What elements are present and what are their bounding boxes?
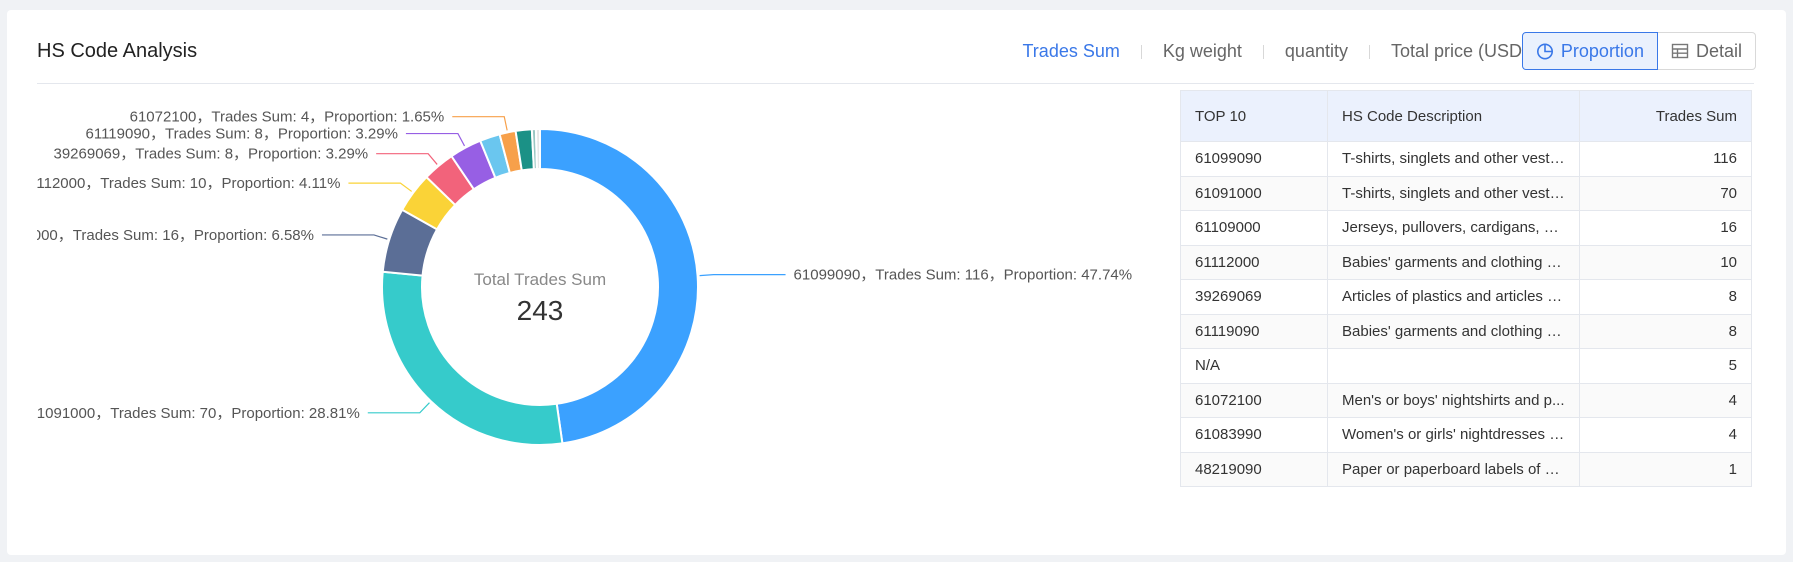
donut-chart: 61099090，Trades Sum: 116，Proportion: 47.…: [37, 109, 1133, 446]
table-row[interactable]: 61083990 Women's or girls' nightdresses …: [1181, 417, 1751, 453]
proportion-button[interactable]: Proportion: [1521, 32, 1658, 70]
slice-label: 39269069，Trades Sum: 8，Proportion: 3.29%: [54, 146, 369, 163]
detail-button[interactable]: Detail: [1657, 32, 1756, 70]
row-description: Babies' garments and clothing a...: [1327, 245, 1580, 280]
card-title: HS Code Analysis: [37, 40, 198, 62]
row-sum: 16: [1579, 210, 1751, 246]
header-trades-sum: Trades Sum: [1579, 91, 1751, 142]
slice-label: 61091000，Trades Sum: 70，Proportion: 28.8…: [37, 405, 360, 422]
slice-label: 61112000，Trades Sum: 10，Proportion: 4.11…: [37, 175, 340, 192]
slice-label: 61099090，Trades Sum: 116，Proportion: 47.…: [794, 267, 1133, 284]
table-row[interactable]: N/A 5: [1181, 348, 1751, 384]
label-leader-line: [405, 132, 466, 147]
table-row[interactable]: 61119090 Babies' garments and clothing a…: [1181, 314, 1751, 349]
row-sum: 5: [1579, 348, 1751, 384]
row-sum: 1: [1579, 452, 1751, 487]
table-icon: [1671, 43, 1689, 59]
tab-trades-sum[interactable]: Trades Sum: [1022, 41, 1120, 61]
center-value: 243: [517, 295, 564, 326]
metric-tabs: Trades Sum Kg weight quantity Total pric…: [1022, 41, 1528, 62]
slice-label: 61072100，Trades Sum: 4，Proportion: 1.65%: [130, 109, 445, 126]
table-row[interactable]: 39269069 Articles of plastics and articl…: [1181, 279, 1751, 315]
detail-label: Detail: [1695, 40, 1742, 61]
tab-kg-weight[interactable]: Kg weight: [1162, 41, 1242, 61]
donut-slice-other[interactable]: [534, 127, 541, 171]
row-description: [1327, 348, 1580, 384]
tab-divider: [1262, 44, 1264, 59]
view-toggle: Proportion Detail: [1521, 32, 1756, 70]
top10-table: TOP 10 HS Code Description Trades Sum 61…: [1180, 90, 1752, 487]
row-sum: 8: [1579, 314, 1751, 349]
row-code: 61091000: [1181, 176, 1328, 211]
hs-code-card: HS Code Analysis Trades Sum Kg weight qu…: [7, 10, 1786, 555]
header-description: HS Code Description: [1327, 91, 1580, 142]
label-leader-line: [348, 182, 413, 192]
row-code: 48219090: [1181, 452, 1328, 487]
slice-label: 61119090，Trades Sum: 8，Proportion: 3.29%: [86, 126, 398, 143]
row-sum: 4: [1579, 383, 1751, 418]
row-description: Men's or boys' nightshirts and p...: [1327, 383, 1580, 418]
slice-label: 61109000，Trades Sum: 16，Proportion: 6.58…: [37, 227, 314, 244]
label-leader-line: [321, 234, 388, 240]
table-row[interactable]: 61109000 Jerseys, pullovers, cardigans, …: [1181, 210, 1751, 246]
row-code: 39269069: [1181, 279, 1328, 315]
table-row[interactable]: 61099090 T-shirts, singlets and other ve…: [1181, 141, 1751, 177]
row-code: N/A: [1181, 348, 1328, 384]
table-row[interactable]: 61091000 T-shirts, singlets and other ve…: [1181, 176, 1751, 211]
label-leader-line: [699, 274, 786, 277]
row-description: Jerseys, pullovers, cardigans, wa...: [1327, 210, 1580, 246]
label-leader-line: [376, 153, 438, 165]
donut-chart-area: 61099090，Trades Sum: 116，Proportion: 47.…: [37, 90, 1187, 552]
row-description: Babies' garments and clothing a...: [1327, 314, 1580, 349]
table-row[interactable]: 48219090 Paper or paperboard labels of a…: [1181, 452, 1751, 487]
header-top10: TOP 10: [1181, 91, 1328, 142]
row-sum: 10: [1579, 245, 1751, 280]
table-header-row: TOP 10 HS Code Description Trades Sum: [1181, 91, 1751, 142]
table-row[interactable]: 61112000 Babies' garments and clothing a…: [1181, 245, 1751, 280]
row-sum: 116: [1579, 141, 1751, 177]
pie-chart-icon: [1536, 43, 1553, 60]
tab-quantity[interactable]: quantity: [1284, 41, 1348, 61]
table-row[interactable]: 61072100 Men's or boys' nightshirts and …: [1181, 383, 1751, 418]
row-sum: 4: [1579, 417, 1751, 453]
row-description: T-shirts, singlets and other vests...: [1327, 141, 1580, 177]
row-code: 61099090: [1181, 141, 1328, 177]
row-sum: 70: [1579, 176, 1751, 211]
row-sum: 8: [1579, 279, 1751, 315]
row-description: Paper or paperboard labels of all...: [1327, 452, 1580, 487]
row-code: 61083990: [1181, 417, 1328, 453]
row-description: T-shirts, singlets and other vests...: [1327, 176, 1580, 211]
row-code: 61072100: [1181, 383, 1328, 418]
header-divider: [37, 83, 1754, 84]
proportion-label: Proportion: [1560, 40, 1644, 61]
row-code: 61112000: [1181, 245, 1328, 280]
row-code: 61109000: [1181, 210, 1328, 246]
row-description: Women's or girls' nightdresses a...: [1327, 417, 1580, 453]
donut-slice-61099090[interactable]: [539, 127, 699, 445]
center-label: Total Trades Sum: [474, 270, 606, 289]
tab-total-price[interactable]: Total price (USD): [1390, 41, 1528, 61]
row-description: Articles of plastics and articles o...: [1327, 279, 1580, 315]
tab-divider: [1368, 44, 1370, 59]
label-leader-line: [367, 402, 430, 414]
label-leader-line: [452, 116, 508, 131]
tab-divider: [1140, 44, 1142, 59]
row-code: 61119090: [1181, 314, 1328, 349]
